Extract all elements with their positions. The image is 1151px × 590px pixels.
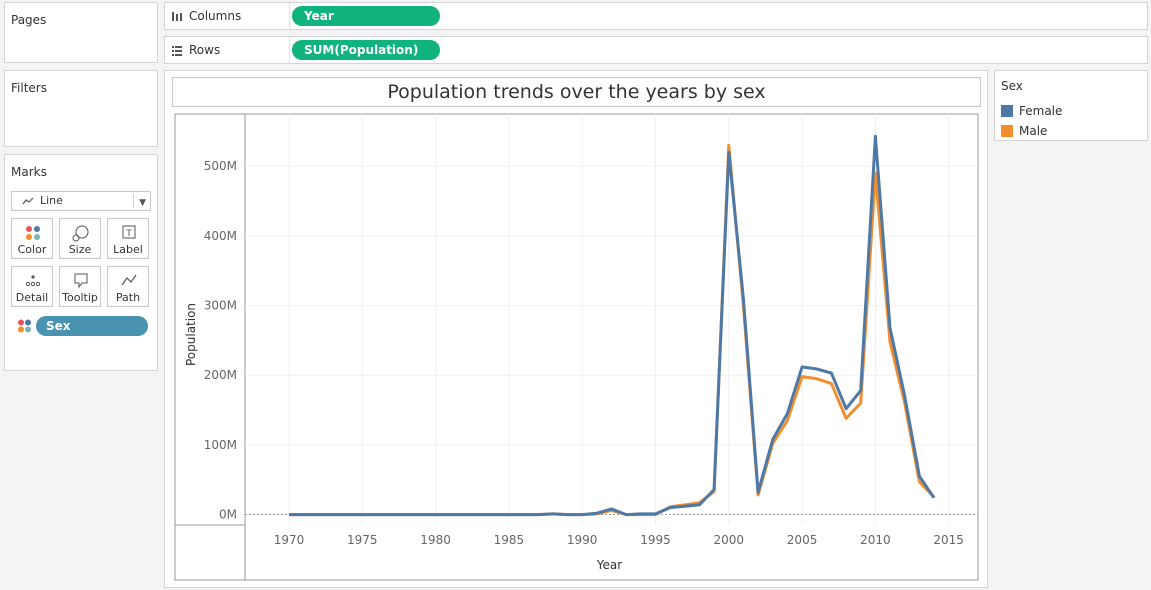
x-tick-label: 2005	[787, 533, 818, 547]
columns-label: Columns	[189, 9, 242, 23]
legend-label-female: Female	[1019, 104, 1063, 118]
detail-icon	[25, 275, 41, 287]
path-button[interactable]: Path	[107, 266, 149, 307]
x-tick-label: 1990	[567, 533, 598, 547]
color-button[interactable]: Color	[11, 218, 53, 259]
y-tick-label: 100M	[204, 438, 237, 452]
x-tick-label: 1985	[494, 533, 525, 547]
x-tick-label: 2000	[714, 533, 745, 547]
tooltip-icon	[74, 273, 88, 289]
color-icon	[26, 226, 40, 240]
svg-text:T: T	[125, 229, 132, 239]
detail-button[interactable]: Detail	[11, 266, 53, 307]
plot-frame	[174, 113, 979, 581]
y-tick-label: 300M	[204, 299, 237, 313]
mark-type-dropdown[interactable]: Line ▼	[11, 191, 151, 211]
line-chart[interactable]: 0M 100M 200M 300M 400M 500M 1970 1975 1980 1985 19…	[165, 71, 989, 589]
x-tick-label: 2010	[860, 533, 891, 547]
marks-title: Marks	[11, 165, 47, 179]
y-tick-label: 500M	[204, 159, 237, 173]
x-tick-label: 1970	[274, 533, 305, 547]
legend-item-female[interactable]: Female	[999, 101, 1147, 121]
x-tick-label: 1995	[640, 533, 671, 547]
filters-card[interactable]: Filters	[4, 70, 158, 147]
year-pill[interactable]: Year	[292, 6, 440, 26]
mark-type-label: Line	[40, 194, 63, 207]
color-icon	[18, 319, 31, 333]
filters-title: Filters	[11, 81, 47, 95]
population-pill[interactable]: SUM(Population)	[292, 40, 440, 60]
pages-card[interactable]: Pages	[4, 2, 158, 63]
pages-title: Pages	[11, 13, 47, 27]
rows-icon	[172, 45, 182, 56]
marks-card[interactable]: Marks Line ▼ Color Size T Label Detail	[4, 154, 158, 371]
color-legend[interactable]: Sex Female Male	[994, 70, 1148, 141]
legend-swatch-male	[1001, 125, 1013, 137]
columns-shelf[interactable]: Columns Year	[164, 2, 1148, 30]
legend-title: Sex	[1001, 79, 1023, 93]
size-icon	[72, 225, 89, 242]
viz-area: Population trends over the years by sex …	[164, 70, 988, 588]
label-button[interactable]: T Label	[107, 218, 149, 259]
sex-color-pill[interactable]: Sex	[36, 316, 148, 336]
line-icon	[22, 197, 34, 205]
legend-label-male: Male	[1019, 124, 1048, 138]
y-tick-label: 400M	[204, 229, 237, 243]
series-line-female[interactable]	[289, 134, 936, 517]
legend-item-male[interactable]: Male	[999, 121, 1147, 141]
legend-swatch-female	[1001, 105, 1013, 117]
chart-title: Population trends over the years by sex	[172, 77, 981, 107]
size-button[interactable]: Size	[59, 218, 101, 259]
rows-shelf[interactable]: Rows SUM(Population)	[164, 36, 1148, 64]
y-tick-label: 200M	[204, 368, 237, 382]
path-icon	[121, 274, 137, 286]
tooltip-button[interactable]: Tooltip	[59, 266, 101, 307]
x-tick-label: 1980	[420, 533, 451, 547]
x-tick-label: 1975	[347, 533, 378, 547]
chevron-down-icon: ▼	[139, 198, 146, 208]
y-tick-label: 0M	[219, 508, 237, 522]
x-axis-title: Year	[596, 558, 622, 572]
y-axis-title: Population	[184, 303, 198, 366]
rows-label: Rows	[189, 43, 221, 57]
columns-icon	[172, 11, 182, 21]
x-tick-label: 2015	[933, 533, 964, 547]
label-icon: T	[122, 225, 136, 239]
